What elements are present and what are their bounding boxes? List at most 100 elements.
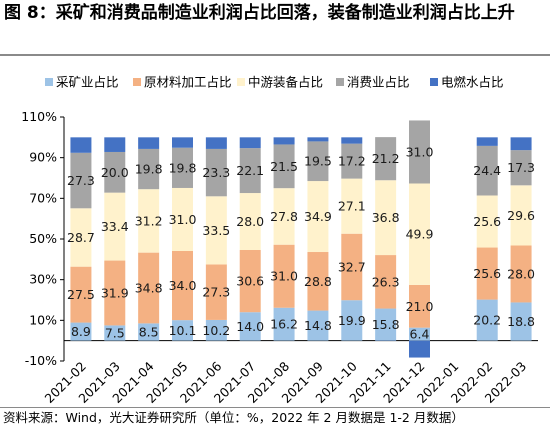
legend-entry: 原材料加工占比	[144, 75, 232, 90]
bar-segment	[510, 137, 532, 151]
data-label: 33.5	[202, 223, 230, 238]
bar-segment	[273, 244, 295, 308]
data-label: 18.8	[507, 314, 535, 329]
data-label: 34.9	[304, 209, 332, 224]
bar-segment	[70, 322, 92, 341]
data-label: 27.5	[67, 287, 95, 302]
bar-segment	[409, 327, 430, 341]
bar-segment	[138, 252, 160, 324]
data-label: 31.0	[406, 144, 434, 159]
data-label: 29.6	[507, 208, 535, 223]
legend-entry: 消费业占比	[347, 75, 410, 90]
data-label: 22.1	[236, 163, 264, 178]
data-label: 16.2	[270, 317, 298, 332]
data-label: 32.7	[338, 259, 366, 274]
data-label: 28.8	[304, 274, 332, 289]
legend-swatch	[430, 78, 438, 86]
bar-segment	[510, 150, 532, 186]
data-label: 10.2	[202, 323, 230, 338]
data-label: 31.0	[169, 212, 197, 227]
bar-segment	[104, 137, 126, 152]
data-label: 21.0	[406, 299, 434, 314]
bar-segment	[341, 137, 363, 144]
data-label: 15.8	[372, 317, 400, 332]
bar-segment	[70, 152, 92, 209]
bar-segment	[273, 188, 295, 245]
bar-segment	[172, 137, 193, 148]
bar-segment	[307, 310, 329, 341]
data-label: 10.1	[169, 323, 197, 338]
data-label: 20.2	[473, 313, 501, 328]
bar-segment	[273, 144, 295, 189]
y-tick-label: 10%	[29, 312, 57, 327]
data-label: 27.1	[338, 199, 366, 214]
bar-segment	[70, 137, 92, 153]
bar-segment	[409, 120, 430, 184]
legend-entry: 中游装备占比	[248, 75, 323, 90]
bar-segment	[239, 193, 261, 250]
y-tick-label: 110%	[21, 109, 57, 124]
bar-segment	[172, 320, 193, 341]
bar-segment	[375, 137, 397, 181]
bar-segment	[375, 180, 397, 256]
bar-segment	[476, 299, 498, 341]
data-label: 17.2	[338, 154, 366, 169]
bar-segment	[476, 145, 498, 196]
data-label: 28.0	[236, 214, 264, 229]
bar-segment	[341, 300, 363, 341]
data-label: 34.0	[169, 278, 197, 293]
data-label: 21.5	[270, 159, 298, 174]
data-label: 19.8	[169, 160, 197, 175]
data-label: 19.8	[135, 162, 163, 177]
legend-entry: 采矿业占比	[56, 75, 119, 90]
legend-swatch	[45, 78, 53, 86]
bar-segment	[510, 185, 532, 246]
bar-segment	[205, 264, 227, 320]
data-label: 26.3	[372, 274, 400, 289]
y-tick-label: -10%	[25, 353, 57, 368]
data-label: 23.3	[202, 165, 230, 180]
bar-segment	[138, 189, 160, 253]
bar-segment	[205, 137, 227, 149]
data-label: 19.9	[338, 313, 366, 328]
bar-segment	[341, 233, 363, 301]
data-label: 49.9	[406, 227, 434, 242]
bar-segment	[104, 151, 126, 193]
bar-segment	[205, 196, 227, 265]
bar-segment	[510, 245, 532, 303]
bar-segment	[104, 192, 126, 261]
bar-segment	[409, 340, 430, 358]
bar-segment	[239, 137, 261, 149]
footer-divider	[0, 407, 550, 408]
data-label: 33.4	[101, 219, 129, 234]
data-label: 8.9	[71, 324, 91, 339]
bar-segment	[70, 208, 92, 267]
legend-swatch	[133, 78, 141, 86]
data-label: 14.8	[304, 318, 332, 333]
bar-segment	[205, 148, 227, 197]
data-label: 21.2	[372, 151, 400, 166]
data-labels: 8.9 27.5 28.7 27.3 7.5 31.9 33.4 20.0 8.5 34.8 31.…	[67, 144, 535, 341]
bar-segment	[375, 255, 397, 309]
x-tick-labels: 2021-022021-032021-042021-052021-062021-…	[42, 358, 530, 406]
bar-segment	[307, 137, 329, 142]
bar-segment	[273, 307, 295, 341]
bar-segment	[172, 187, 193, 251]
bar-segment	[476, 137, 498, 146]
bar-segment	[476, 247, 498, 300]
chart-title: 图 8：采矿和消费品制造业利润占比回落，装备制造业利润占比上升	[4, 3, 515, 23]
data-label: 25.6	[473, 214, 501, 229]
stacked-bar-chart: 采矿业占比 原材料加工占比 中游装备占比 消费业占比 电燃水占比 -10% 10% 30% 5…	[21, 75, 538, 406]
data-label: 20.0	[101, 165, 129, 180]
data-label: 27.3	[67, 173, 95, 188]
y-tick-label: 30%	[29, 272, 57, 287]
bar-segment	[341, 178, 363, 234]
legend-swatch	[237, 78, 245, 86]
bar-segment	[172, 147, 193, 188]
data-label: 6.4	[410, 327, 430, 342]
data-label: 31.2	[135, 213, 163, 228]
bar-segment	[239, 249, 261, 313]
bar-segment	[307, 252, 329, 311]
y-tick-label: 90%	[29, 150, 57, 165]
data-label: 25.6	[473, 266, 501, 281]
